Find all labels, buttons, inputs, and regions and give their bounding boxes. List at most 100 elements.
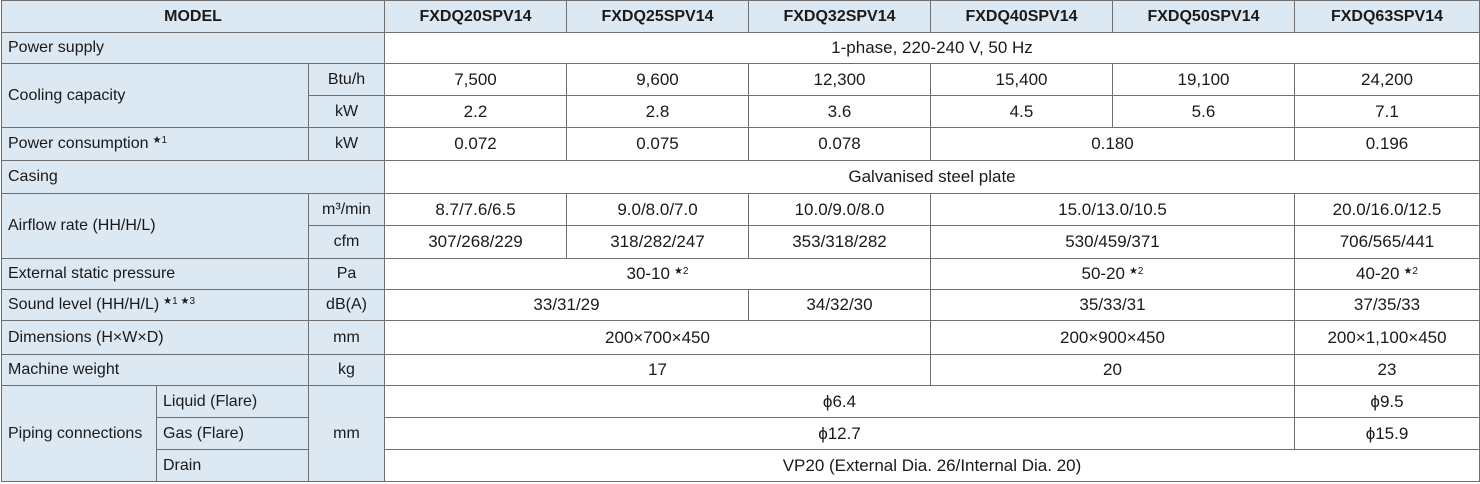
cell: 24,200 xyxy=(1294,63,1480,96)
row-label: Machine weight xyxy=(1,354,309,386)
unit: kg xyxy=(308,354,385,386)
row-label: Power supply xyxy=(1,32,385,64)
cell: 17 xyxy=(384,354,931,386)
row: Airflow rate (HH/H/L) m³/min 8.7/7.6/6.5… xyxy=(1,193,1480,259)
cell: 30-10 ★2 xyxy=(384,258,931,290)
model: FXDQ32SPV14 xyxy=(748,0,931,33)
cell: ϕ9.5 xyxy=(1294,385,1480,418)
cell: 7.1 xyxy=(1294,95,1480,128)
row: Sound level (HH/H/L) ★1 ★3 dB(A) 33/31/29… xyxy=(1,289,1480,321)
model: FXDQ50SPV14 xyxy=(1112,0,1295,33)
cell: 19,100 xyxy=(1112,63,1295,96)
label-text: Sound level (HH/H/L) xyxy=(8,296,160,313)
cell: 706/565/441 xyxy=(1294,225,1480,259)
unit: mm xyxy=(308,320,385,355)
note: ★2 xyxy=(1403,266,1418,277)
header-row: MODEL FXDQ20SPV14 FXDQ25SPV14 FXDQ32SPV1… xyxy=(1,0,1480,33)
model: FXDQ63SPV14 xyxy=(1294,0,1480,33)
cell: 50-20 ★2 xyxy=(930,258,1295,290)
cell: 12,300 xyxy=(748,63,931,96)
unit: Btu/h xyxy=(308,63,385,96)
header-label: MODEL xyxy=(1,0,385,33)
row: Piping connections Liquid (Flare) mm ϕ6.… xyxy=(1,385,1480,482)
cell: 5.6 xyxy=(1112,95,1295,128)
note: ★1 ★3 xyxy=(163,296,196,307)
cell: 307/268/229 xyxy=(384,225,567,259)
unit: kW xyxy=(308,127,385,161)
cell: 0.078 xyxy=(748,127,931,161)
row-label: External static pressure xyxy=(1,258,309,290)
note: ★2 xyxy=(673,266,689,277)
row-label: Piping connections xyxy=(1,385,157,482)
cell: 530/459/371 xyxy=(930,225,1295,259)
unit: mm xyxy=(308,385,385,482)
cell: 7,500 xyxy=(384,63,567,96)
unit: cfm xyxy=(308,225,385,259)
row-label: Power consumption ★1 xyxy=(1,127,309,161)
cell: ϕ12.7 xyxy=(384,417,1295,450)
cell: 23 xyxy=(1294,354,1480,386)
value: 30-10 xyxy=(626,264,670,283)
unit: dB(A) xyxy=(308,289,385,321)
cell: 20.0/16.0/12.5 xyxy=(1294,193,1480,226)
cell: 35/33/31 xyxy=(930,289,1295,321)
cell: 0.075 xyxy=(566,127,749,161)
unit: kW xyxy=(308,95,385,128)
cell: 0.072 xyxy=(384,127,567,161)
cell: 8.7/7.6/6.5 xyxy=(384,193,567,226)
cell: VP20 (External Dia. 26/Internal Dia. 20) xyxy=(384,449,1480,482)
cell: 200×1,100×450 xyxy=(1294,320,1480,355)
row-label: Airflow rate (HH/H/L) xyxy=(1,193,309,259)
row: Drain VP20 (External Dia. 26/Internal Di… xyxy=(2,449,1480,482)
unit: m³/min xyxy=(308,193,385,226)
cell: ϕ15.9 xyxy=(1294,417,1480,450)
sub-label: Liquid (Flare) xyxy=(156,385,309,418)
cell: 3.6 xyxy=(748,95,931,128)
row: Machine weight kg 17 20 23 xyxy=(1,354,1480,386)
cell: Galvanised steel plate xyxy=(384,160,1480,194)
model: FXDQ40SPV14 xyxy=(930,0,1113,33)
model: FXDQ20SPV14 xyxy=(384,0,567,33)
row: cfm 307/268/229 318/282/247 353/318/282 … xyxy=(2,225,1480,259)
cell: 318/282/247 xyxy=(566,225,749,259)
cell: 20 xyxy=(930,354,1295,386)
row: Dimensions (H×W×D) mm 200×700×450 200×90… xyxy=(1,320,1480,355)
row-label: Dimensions (H×W×D) xyxy=(1,320,309,355)
row: Power consumption ★1 kW 0.072 0.075 0.078… xyxy=(1,127,1480,161)
sub-label: Drain xyxy=(156,449,309,482)
cell: 4.5 xyxy=(930,95,1113,128)
row: External static pressure Pa 30-10 ★2 50-2… xyxy=(1,258,1480,290)
cell: 200×700×450 xyxy=(384,320,931,355)
row: Cooling capacity Btu/h 7,500 9,600 12,30… xyxy=(1,63,1480,128)
cell: 40-20 ★2 xyxy=(1294,258,1480,290)
cell: 2.8 xyxy=(566,95,749,128)
cell: 10.0/9.0/8.0 xyxy=(748,193,931,226)
cell: 0.180 xyxy=(930,127,1295,161)
cell: ϕ6.4 xyxy=(384,385,1295,418)
cell: 353/318/282 xyxy=(748,225,931,259)
cell: 0.196 xyxy=(1294,127,1480,161)
note: ★2 xyxy=(1128,266,1144,277)
value: 40-20 xyxy=(1355,264,1400,283)
row: kW 2.2 2.8 3.6 4.5 5.6 7.1 xyxy=(2,95,1480,128)
cell: 37/35/33 xyxy=(1294,289,1480,321)
cell: 200×900×450 xyxy=(930,320,1295,355)
cell: 15,400 xyxy=(930,63,1113,96)
cell: 1-phase, 220-240 V, 50 Hz xyxy=(384,32,1480,64)
sub-label: Gas (Flare) xyxy=(156,417,309,450)
label-text: Power consumption xyxy=(8,135,149,152)
row: Power supply 1-phase, 220-240 V, 50 Hz xyxy=(1,32,1480,64)
cell: 34/32/30 xyxy=(748,289,931,321)
cell: 9,600 xyxy=(566,63,749,96)
value: 50-20 xyxy=(1081,264,1125,283)
cell: 2.2 xyxy=(384,95,567,128)
unit: Pa xyxy=(308,258,385,290)
cell: 33/31/29 xyxy=(384,289,749,321)
note: ★1 xyxy=(152,135,168,146)
row-label: Casing xyxy=(1,160,385,194)
row: Casing Galvanised steel plate xyxy=(1,160,1480,194)
row: Gas (Flare) ϕ12.7 ϕ15.9 xyxy=(2,417,1480,450)
row-label: Sound level (HH/H/L) ★1 ★3 xyxy=(1,289,309,321)
